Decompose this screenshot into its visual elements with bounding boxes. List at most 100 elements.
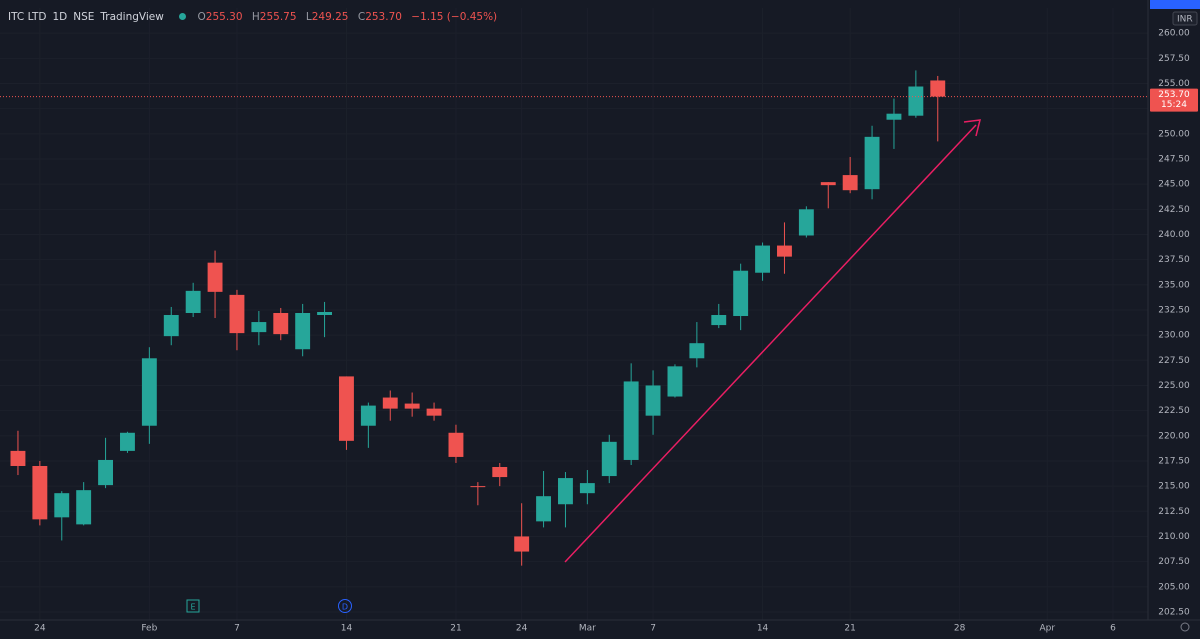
currency[interactable]: INR	[1177, 15, 1193, 25]
candle-body	[623, 381, 639, 460]
settings-icon[interactable]	[1180, 622, 1190, 632]
ohlc-label: H	[251, 11, 260, 23]
candle-body	[667, 366, 683, 397]
candle-body	[777, 245, 792, 257]
y-tick-label: 212.50	[1158, 507, 1190, 517]
candle-body	[360, 405, 376, 426]
candle-body	[864, 136, 880, 190]
x-tick-label: 28	[954, 624, 966, 634]
price-tag	[1150, 88, 1198, 112]
event-badge[interactable]	[338, 599, 352, 613]
y-tick-label: 222.50	[1158, 406, 1190, 416]
x-tick-label: Feb	[141, 624, 157, 634]
ohlc-value: 249.25	[311, 11, 349, 23]
candle-body	[120, 432, 135, 451]
trend-arrow	[564, 124, 977, 563]
candle-body	[448, 432, 464, 457]
y-tick-label: 260.00	[1158, 29, 1190, 39]
y-tick-label: 235.00	[1158, 280, 1190, 290]
candle-body	[820, 182, 836, 186]
candle-body	[798, 209, 814, 236]
y-tick-label: 237.50	[1158, 255, 1190, 265]
y-tick-label: 210.00	[1158, 532, 1190, 542]
candle-body	[229, 294, 245, 334]
ohlc-label: C	[357, 11, 366, 23]
candle-body	[908, 86, 924, 116]
candle-body	[185, 290, 201, 313]
candle-body	[404, 403, 420, 409]
x-tick-label: 6	[1110, 624, 1116, 634]
trend-arrow-head	[963, 119, 981, 137]
candle-body	[10, 450, 26, 466]
candle-body	[514, 536, 530, 552]
candle-body	[579, 483, 595, 494]
y-tick-label: 217.50	[1158, 456, 1190, 466]
y-tick-label: 207.50	[1158, 557, 1190, 567]
y-tick-label: 255.00	[1158, 79, 1190, 89]
candle-body	[733, 270, 749, 317]
candle-body	[163, 315, 179, 337]
candle-body	[470, 486, 486, 488]
ohlc-label: O	[197, 11, 206, 23]
candle-body	[339, 376, 354, 441]
x-tick-label: 24	[34, 624, 46, 634]
symbol: ITC LTD	[8, 11, 47, 23]
x-tick-label: 24	[516, 624, 528, 634]
candle-body	[251, 322, 267, 333]
y-tick-label: 242.50	[1158, 205, 1190, 215]
candle-body	[382, 397, 398, 409]
candles	[0, 70, 1148, 566]
countdown: 15:24	[1161, 100, 1187, 110]
candle-body	[98, 459, 114, 486]
y-tick-label: 257.50	[1158, 54, 1190, 64]
y-tick-label: 230.00	[1158, 331, 1190, 341]
y-tick-label: 202.50	[1158, 607, 1190, 617]
y-tick-label: 232.50	[1158, 305, 1190, 315]
exchange: NSE	[73, 11, 95, 23]
x-tick-label: 7	[234, 624, 240, 634]
candle-body	[536, 496, 552, 522]
ohlc-value: 253.70	[365, 11, 402, 23]
x-tick-label: 14	[341, 624, 353, 634]
currency-button[interactable]	[1172, 11, 1198, 26]
y-tick-label: 227.50	[1158, 356, 1190, 366]
candle-body	[930, 80, 946, 97]
x-tick-label: Mar	[579, 624, 596, 634]
y-tick-label: 245.00	[1158, 180, 1190, 190]
grid	[0, 8, 1148, 620]
y-tick-label: 225.00	[1158, 381, 1190, 391]
candle-body	[207, 262, 223, 292]
candle-body	[32, 465, 48, 520]
candle-body	[601, 441, 617, 477]
ohlc-value: 255.75	[259, 11, 297, 23]
x-tick-label: Apr	[1039, 624, 1055, 634]
candle-body	[273, 312, 289, 335]
candle-body	[755, 245, 771, 273]
candle-body	[54, 493, 70, 518]
legend-header: ITC LTD 1D NSE TradingView O255.30 H255.75 …	[8, 11, 503, 23]
y-tick-label: 220.00	[1158, 431, 1190, 441]
candle-body	[886, 113, 902, 120]
candle-body	[141, 358, 157, 426]
y-tick-label: 250.00	[1158, 129, 1190, 139]
source: TradingView	[100, 11, 164, 23]
status-dot	[179, 13, 187, 20]
x-tick-label: 21	[844, 624, 855, 634]
ohlc-label: L	[305, 11, 312, 23]
event-badge[interactable]	[186, 599, 200, 613]
ohlc-value: 255.30	[205, 11, 243, 23]
candle-body	[295, 312, 311, 350]
candle-body	[558, 478, 573, 505]
event-label[interactable]: E	[190, 603, 195, 612]
interval: 1D	[52, 11, 68, 23]
x-tick-label: 21	[450, 624, 461, 634]
toolbar-button[interactable]	[1150, 0, 1200, 9]
change: −1.15 (−0.45%)	[411, 11, 498, 23]
event-label[interactable]: D	[342, 603, 348, 612]
x-tick-label: 7	[650, 624, 656, 634]
candle-body	[76, 490, 92, 525]
y-tick-label: 240.00	[1158, 230, 1190, 240]
